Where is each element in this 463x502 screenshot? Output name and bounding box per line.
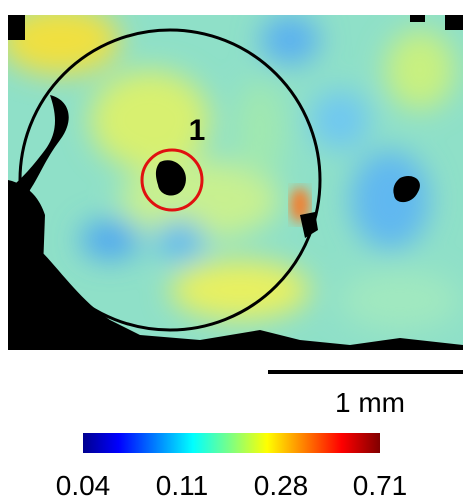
region-label: 1 [189, 114, 206, 147]
colorbar-tick-label: 0.04 [56, 470, 111, 501]
colorbar-tick-label: 0.71 [353, 470, 408, 501]
heat-map [8, 15, 463, 350]
colorbar-ticks: 0.04 0.11 0.28 0.71 [56, 470, 408, 501]
scale-label: 1 mm [335, 387, 405, 418]
colorbar-tick-label: 0.28 [254, 470, 309, 501]
colorbar [83, 433, 380, 453]
colorbar-tick-label: 0.11 [156, 470, 208, 501]
inner-circle [140, 148, 204, 212]
region-circle [18, 28, 322, 332]
